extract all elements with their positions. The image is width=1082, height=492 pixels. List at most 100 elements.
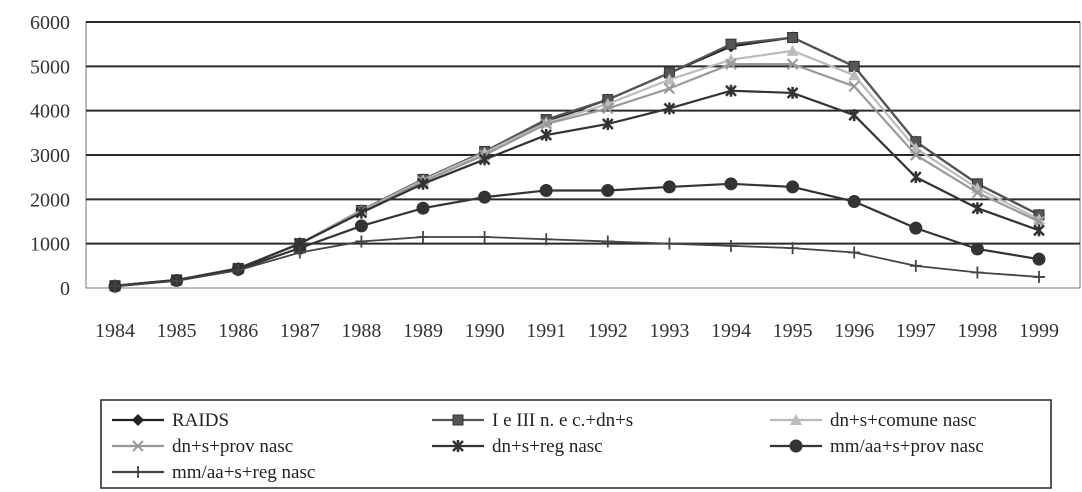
data-point xyxy=(355,235,368,248)
data-point xyxy=(232,264,245,277)
x-tick-label: 1999 xyxy=(1019,320,1059,342)
data-point xyxy=(662,180,676,194)
data-point xyxy=(724,177,738,191)
y-tick-label: 2000 xyxy=(30,189,70,211)
legend-label: dn+s+comune nasc xyxy=(830,410,976,431)
data-point xyxy=(1033,215,1045,228)
x-tick-label: 1984 xyxy=(95,320,135,342)
legend-item: dn+s+comune nasc xyxy=(770,410,976,431)
data-point xyxy=(540,129,553,142)
data-point xyxy=(847,195,861,209)
data-point xyxy=(970,242,984,256)
x-tick-label: 1997 xyxy=(896,320,936,342)
data-point xyxy=(786,242,799,255)
x-tick-label: 1996 xyxy=(834,320,874,342)
data-point xyxy=(971,202,984,215)
data-point xyxy=(910,149,922,161)
legend-marker xyxy=(789,439,803,453)
data-point xyxy=(909,171,922,184)
data-point xyxy=(602,102,614,115)
x-tick-label: 1989 xyxy=(403,320,443,342)
data-point xyxy=(787,32,799,44)
legend-item: dn+s+reg nasc xyxy=(432,436,603,457)
series-line xyxy=(114,89,1040,287)
x-tick-label: 1998 xyxy=(957,320,997,342)
legend-label: I e III n. e c.+dn+s xyxy=(492,410,633,431)
y-tick-label: 3000 xyxy=(30,145,70,167)
data-point xyxy=(478,231,491,244)
data-point xyxy=(354,219,368,233)
data-point xyxy=(540,118,552,130)
series-mm-aa-s-prov-nasc xyxy=(108,177,1046,293)
legend-item: I e III n. e c.+dn+s xyxy=(432,410,633,431)
series-group xyxy=(108,31,1046,293)
y-axis-ticks: 0 1000 2000 3000 4000 5000 6000 xyxy=(30,12,70,300)
x-tick-label: 1993 xyxy=(649,320,689,342)
data-point xyxy=(540,233,553,246)
data-point xyxy=(1033,270,1045,283)
data-point xyxy=(909,221,923,235)
data-point xyxy=(478,190,492,204)
y-tick-label: 6000 xyxy=(30,12,70,34)
x-tick-label: 1991 xyxy=(526,320,566,342)
legend-marker xyxy=(452,440,464,452)
data-point xyxy=(786,44,799,56)
data-point xyxy=(971,266,984,279)
data-point xyxy=(786,180,800,194)
data-point xyxy=(601,183,615,197)
data-point xyxy=(725,84,737,97)
data-point xyxy=(786,58,799,70)
data-point xyxy=(417,177,429,190)
legend-marker xyxy=(790,414,802,425)
data-point xyxy=(725,58,737,70)
series-line xyxy=(114,182,1040,288)
legend-item: dn+s+prov nasc xyxy=(112,436,293,457)
legend-box xyxy=(100,399,1052,489)
data-point xyxy=(416,201,430,215)
data-point xyxy=(971,186,984,199)
data-point xyxy=(539,183,553,197)
x-tick-label: 1986 xyxy=(218,320,258,342)
legend-label: dn+s+prov nasc xyxy=(172,436,293,457)
legend-label: mm/aa+s+prov nasc xyxy=(830,436,984,457)
data-point xyxy=(725,38,737,50)
x-tick-label: 1992 xyxy=(588,320,628,342)
y-tick-label: 4000 xyxy=(30,101,70,123)
x-tick-label: 1995 xyxy=(773,320,813,342)
data-point xyxy=(601,235,614,248)
data-point xyxy=(478,153,491,166)
data-point xyxy=(109,280,121,293)
data-point xyxy=(355,206,368,219)
legend-marker xyxy=(452,414,464,426)
legend-label: dn+s+reg nasc xyxy=(492,436,603,457)
y-tick-label: 0 xyxy=(60,278,70,300)
data-point xyxy=(1033,213,1045,225)
data-point xyxy=(293,246,306,259)
data-point xyxy=(848,69,861,81)
legend-item: RAIDS xyxy=(112,410,229,431)
legend: RAIDS I e III n. e c.+dn+s dn+s+comune nas… xyxy=(100,399,1052,489)
legend-marker xyxy=(132,414,144,426)
legend-item: mm/aa+s+prov nasc xyxy=(770,436,984,457)
x-tick-label: 1988 xyxy=(341,320,381,342)
data-point xyxy=(601,117,614,130)
legend-marker xyxy=(132,466,144,478)
x-tick-label: 1990 xyxy=(465,320,505,342)
data-point xyxy=(1032,252,1046,266)
legend-label: mm/aa+s+reg nasc xyxy=(172,462,315,483)
data-point xyxy=(909,259,922,272)
data-point xyxy=(663,237,676,250)
legend-item: mm/aa+s+reg nasc xyxy=(112,462,315,483)
data-point xyxy=(848,80,860,92)
x-axis-ticks: 1984 1985 1986 1987 1988 1989 1990 1991 1992 1993… xyxy=(95,320,1059,342)
data-point xyxy=(663,73,676,85)
x-tick-label: 1987 xyxy=(280,320,320,342)
data-point xyxy=(848,246,861,259)
legend-label: RAIDS xyxy=(172,410,229,431)
data-point xyxy=(848,109,861,122)
data-point xyxy=(170,274,183,287)
x-tick-label: 1985 xyxy=(157,320,197,342)
data-point xyxy=(663,82,676,95)
y-tick-label: 1000 xyxy=(30,234,70,256)
